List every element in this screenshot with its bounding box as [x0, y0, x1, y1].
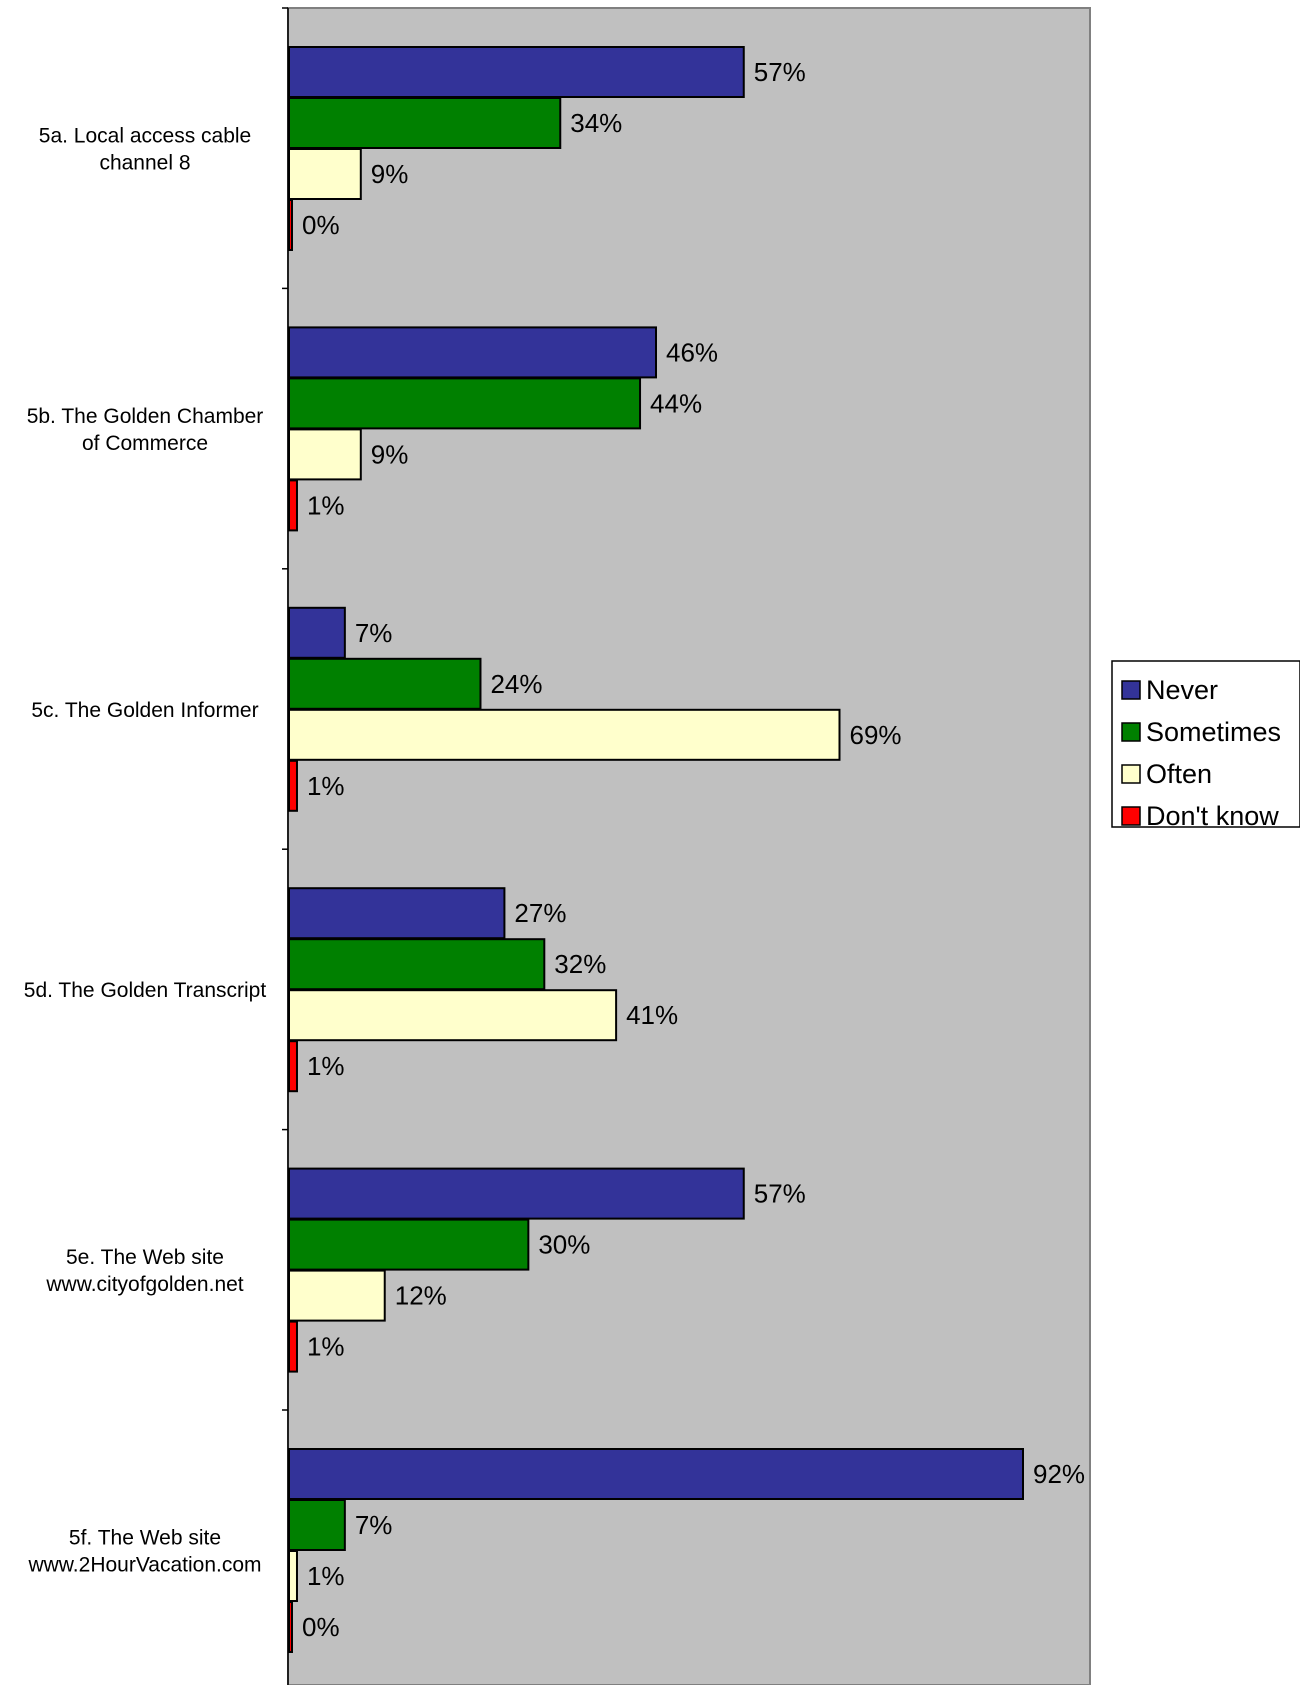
- legend-label: Never: [1146, 675, 1218, 705]
- data-label: 41%: [626, 1000, 678, 1030]
- data-label: 1%: [307, 490, 345, 520]
- category-label: www.cityofgolden.net: [45, 1273, 243, 1296]
- legend-label: Often: [1146, 759, 1212, 789]
- data-label: 24%: [490, 669, 542, 699]
- bar-don-t-know: [288, 1040, 298, 1093]
- category-label: 5f. The Web site: [69, 1527, 221, 1550]
- data-label: 92%: [1033, 1459, 1085, 1489]
- data-label: 1%: [307, 1051, 345, 1081]
- bar-sometimes: [288, 97, 562, 149]
- data-label: 1%: [307, 1332, 345, 1362]
- plot-area: [287, 7, 1091, 1685]
- data-label: 32%: [554, 949, 606, 979]
- legend-label: Don't know: [1146, 801, 1279, 831]
- bar-often: [288, 428, 362, 481]
- bar-sometimes: [288, 377, 642, 430]
- data-label: 1%: [307, 1561, 345, 1591]
- legend: Never Sometimes Often Don't know: [1111, 660, 1300, 831]
- data-label: 46%: [666, 337, 718, 367]
- data-label: 0%: [302, 1612, 340, 1642]
- legend-swatch: [1121, 764, 1141, 784]
- data-label: 69%: [850, 720, 902, 750]
- legend-box: [1111, 660, 1300, 828]
- bar-sometimes: [288, 938, 546, 991]
- category-label: 5b. The Golden Chamber: [27, 405, 264, 428]
- bar-never: [288, 1167, 745, 1220]
- data-label: 12%: [395, 1281, 447, 1311]
- data-label: 9%: [371, 439, 409, 469]
- bar-often: [288, 708, 841, 761]
- data-label: 34%: [570, 108, 622, 138]
- bar-often: [288, 989, 618, 1042]
- data-label: 30%: [538, 1230, 590, 1260]
- data-label: 9%: [371, 159, 409, 189]
- bar-often: [288, 148, 362, 200]
- bar-don-t-know: [288, 1320, 298, 1373]
- category-label: of Commerce: [82, 432, 208, 455]
- category-label: 5a. Local access cable: [39, 125, 251, 148]
- bar-often: [288, 1550, 298, 1602]
- bar-sometimes: [288, 657, 482, 710]
- data-label: 57%: [754, 1179, 806, 1209]
- bars-layer: [288, 46, 1024, 1653]
- legend-swatch: [1121, 680, 1141, 700]
- data-label: 7%: [355, 618, 393, 648]
- bar-don-t-know: [288, 759, 298, 812]
- data-label: 57%: [754, 57, 806, 87]
- data-label: 44%: [650, 388, 702, 418]
- category-axis: 5a. Local access cable channel 8 5b. The G…: [24, 7, 289, 1685]
- legend-swatch: [1121, 722, 1141, 742]
- bar-don-t-know: [288, 479, 298, 532]
- category-label: channel 8: [99, 152, 190, 175]
- data-label: 0%: [302, 210, 340, 240]
- bar-sometimes: [288, 1218, 530, 1271]
- bar-never: [288, 887, 506, 940]
- bar-never: [288, 46, 745, 98]
- bar-don-t-know: [288, 1601, 293, 1653]
- category-label: 5c. The Golden Informer: [31, 699, 258, 722]
- data-labels-layer: 57% 34% 9% 0% 46% 44% 9% 1% 7% 24% 69% 1% 27% 32% 41% 1…: [302, 57, 1085, 1642]
- category-label: 5e. The Web site: [66, 1246, 224, 1269]
- data-label: 1%: [307, 771, 345, 801]
- legend-label: Sometimes: [1146, 717, 1281, 747]
- bar-don-t-know: [288, 199, 293, 251]
- data-label: 7%: [355, 1510, 393, 1540]
- category-label: www.2HourVacation.com: [27, 1554, 261, 1577]
- bar-often: [288, 1269, 386, 1322]
- legend-swatch: [1121, 806, 1141, 826]
- data-label: 27%: [514, 898, 566, 928]
- bar-never: [288, 1448, 1024, 1500]
- bar-never: [288, 606, 346, 659]
- category-label: 5d. The Golden Transcript: [24, 979, 267, 1002]
- bar-sometimes: [288, 1499, 346, 1551]
- bar-never: [288, 326, 657, 379]
